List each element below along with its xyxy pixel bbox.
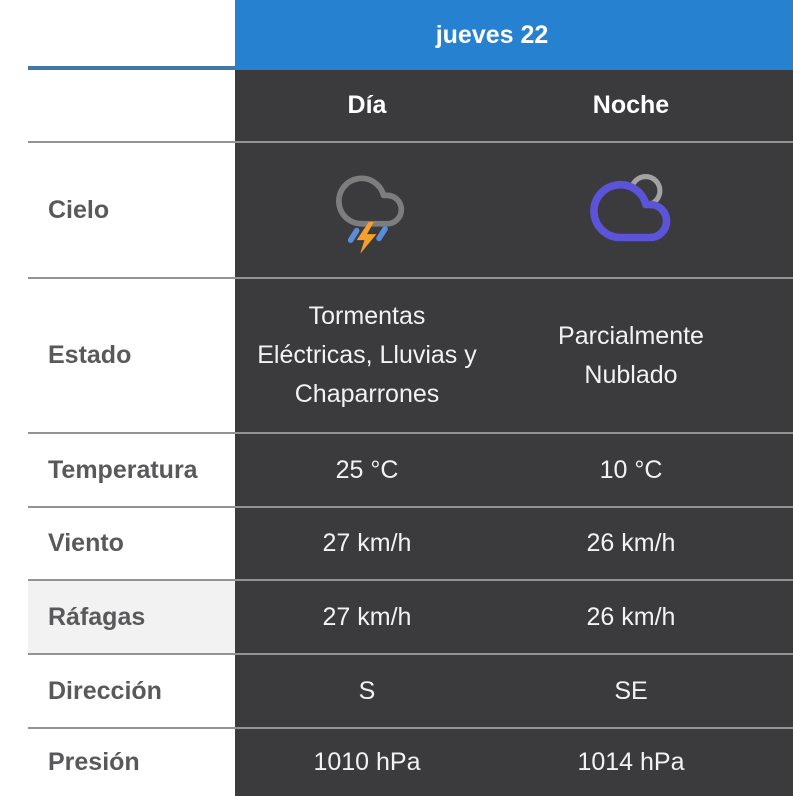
table-row-direccion: Dirección S SE — [0, 653, 793, 727]
estado-day-value: Tormentas Eléctricas, Lluvias y Chaparro… — [235, 277, 499, 432]
cielo-day-cell — [235, 141, 499, 277]
header-corner-cell — [0, 0, 235, 70]
rafagas-filler — [763, 579, 793, 653]
column-header-night: Noche — [499, 70, 763, 141]
presion-filler — [763, 727, 793, 796]
viento-filler — [763, 506, 793, 579]
presion-night-value: 1014 hPa — [499, 727, 763, 796]
table-row-temperatura: Temperatura 25 °C 10 °C — [0, 432, 793, 506]
day-tab-label: jueves 22 — [435, 20, 549, 49]
rafagas-night-value: 26 km/h — [499, 579, 763, 653]
header-row: jueves 22 — [0, 0, 793, 70]
subheader-filler — [763, 70, 793, 141]
lightning-bolt — [356, 222, 377, 253]
presion-day-value: 1010 hPa — [235, 727, 499, 796]
table-row-cielo: Cielo — [0, 141, 793, 277]
partly-cloudy-night-icon — [590, 174, 671, 242]
temperatura-day-value: 25 °C — [235, 432, 499, 506]
row-label-direccion: Dirección — [28, 653, 235, 727]
direccion-day-value: S — [235, 653, 499, 727]
thunderstorm-icon — [336, 175, 405, 253]
subheader-row: Día Noche — [0, 70, 793, 141]
row-label-viento: Viento — [28, 506, 235, 579]
day-tab[interactable]: jueves 22 — [235, 0, 793, 70]
row-label-rafagas: Ráfagas — [28, 579, 235, 653]
row-label-presion: Presión — [28, 727, 235, 796]
table-row-rafagas: Ráfagas 27 km/h 26 km/h — [0, 579, 793, 653]
viento-day-value: 27 km/h — [235, 506, 499, 579]
temperatura-filler — [763, 432, 793, 506]
table-row-viento: Viento 27 km/h 26 km/h — [0, 506, 793, 579]
column-header-day: Día — [235, 70, 499, 141]
row-label-estado: Estado — [28, 277, 235, 432]
estado-night-value: Parcialmente Nublado — [499, 277, 763, 432]
direccion-filler — [763, 653, 793, 727]
row-label-cielo: Cielo — [28, 141, 235, 277]
estado-filler — [763, 277, 793, 432]
direccion-night-value: SE — [499, 653, 763, 727]
rain-dash-right — [376, 226, 388, 242]
viento-night-value: 26 km/h — [499, 506, 763, 579]
table-row-presion: Presión 1010 hPa 1014 hPa — [0, 727, 793, 796]
row-label-temperatura: Temperatura — [28, 432, 235, 506]
cielo-filler — [763, 141, 793, 277]
table-row-estado: Estado Tormentas Eléctricas, Lluvias y C… — [0, 277, 793, 432]
cielo-night-cell — [499, 141, 763, 277]
rafagas-day-value: 27 km/h — [235, 579, 499, 653]
temperatura-night-value: 10 °C — [499, 432, 763, 506]
blue-underline — [28, 0, 235, 70]
rain-dash-left — [347, 227, 360, 243]
subheader-corner-cell — [0, 70, 235, 141]
